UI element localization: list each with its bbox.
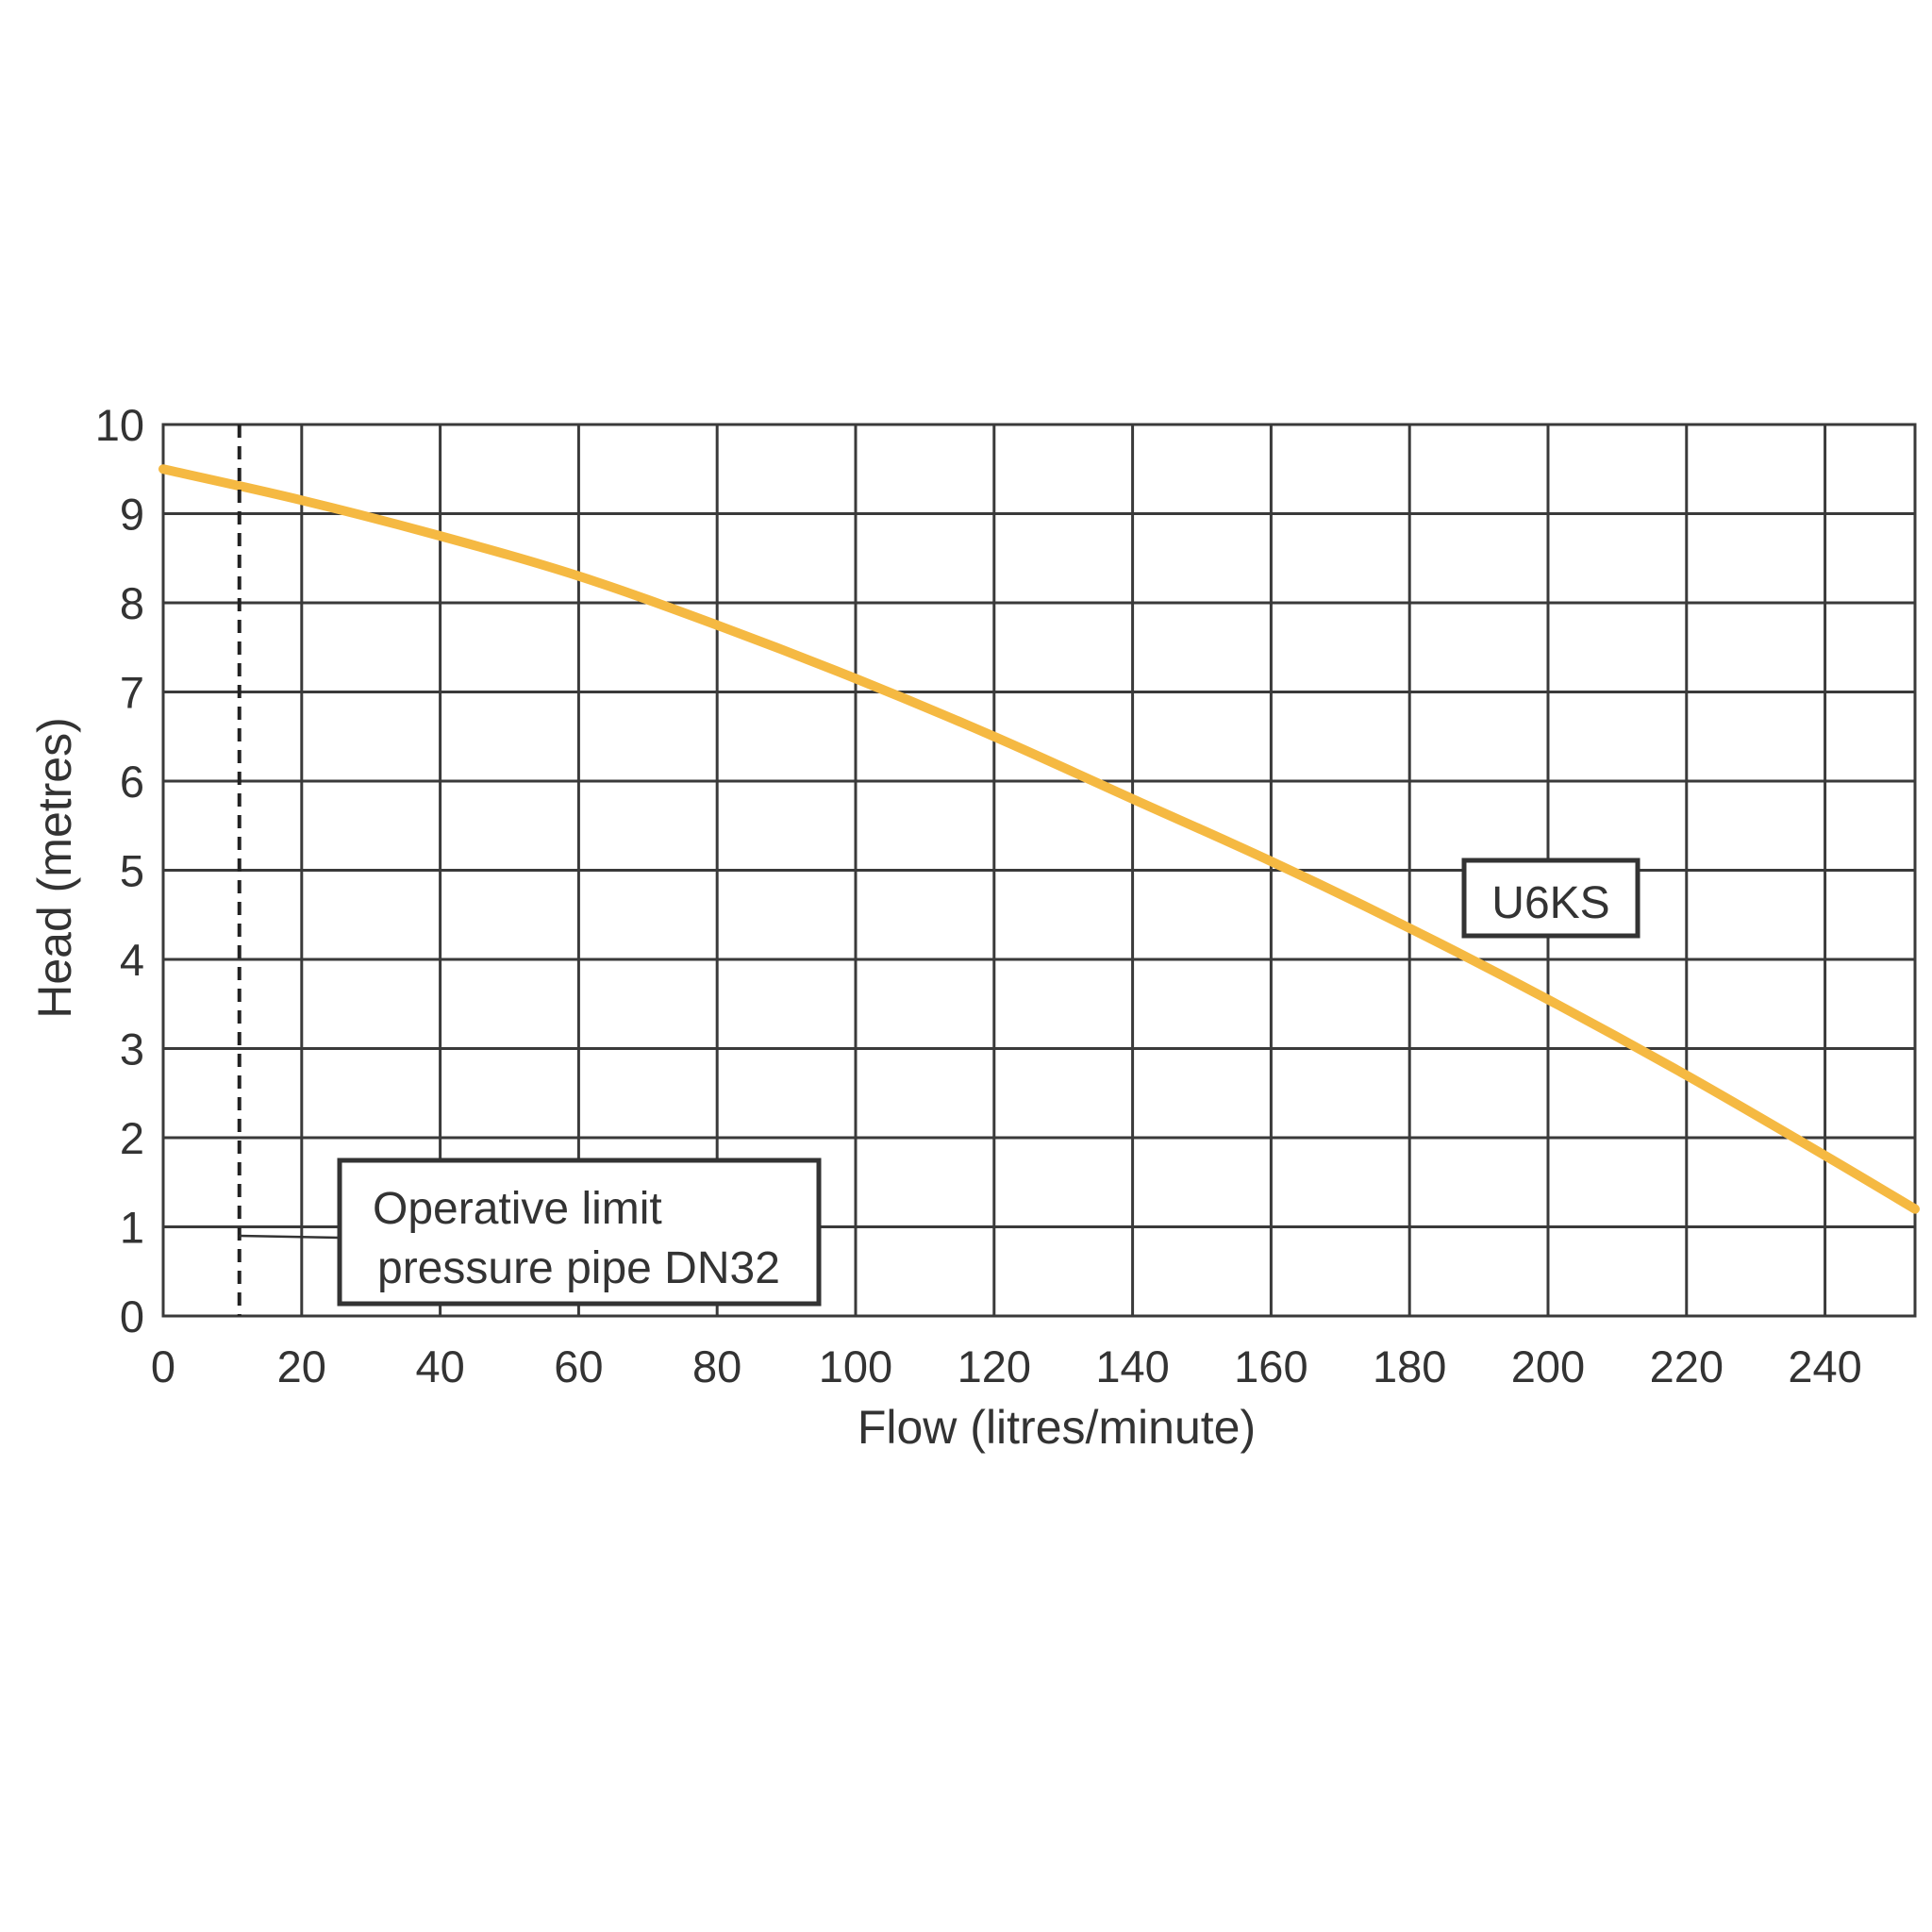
y-tick-label: 10	[95, 400, 144, 450]
x-tick-label: 20	[277, 1341, 326, 1391]
x-tick-label: 60	[554, 1341, 603, 1391]
series-line-u6ks	[158, 464, 1920, 1214]
y-tick-label: 1	[120, 1203, 144, 1253]
x-tick-label: 140	[1095, 1341, 1169, 1391]
x-tick-label: 0	[151, 1341, 175, 1391]
x-tick-label: 100	[819, 1341, 892, 1391]
x-tick-label: 80	[692, 1341, 741, 1391]
series-label-u6ks: U6KS	[1491, 878, 1609, 928]
operative-limit-leader	[239, 1234, 341, 1240]
y-tick-label: 6	[120, 757, 144, 807]
y-tick-label: 3	[120, 1024, 144, 1074]
y-tick-label: 7	[120, 668, 144, 718]
y-tick-label: 4	[120, 935, 144, 985]
operative-limit-box	[337, 1158, 822, 1307]
y-tick-label: 8	[120, 578, 144, 628]
series-label-box	[1461, 858, 1641, 939]
tick-labels: 0 20 40 60 80 100 120 140 160 180 200 220 240 0 1 2 3 4 5 6…	[95, 400, 1862, 1391]
y-tick-label: 0	[120, 1291, 144, 1341]
x-tick-label: 160	[1234, 1341, 1307, 1391]
x-tick-label: 180	[1373, 1341, 1446, 1391]
x-tick-label: 200	[1511, 1341, 1585, 1391]
x-tick-label: 120	[958, 1341, 1031, 1391]
y-tick-label: 5	[120, 846, 144, 896]
x-tick-label: 40	[415, 1341, 464, 1391]
y-tick-label: 9	[120, 490, 144, 540]
y-tick-label: 2	[120, 1113, 144, 1163]
x-tick-label: 220	[1650, 1341, 1724, 1391]
operative-limit-label-line1: Operative limit	[373, 1184, 662, 1234]
operative-limit-label-line2: pressure pipe DN32	[377, 1243, 780, 1293]
x-axis-title: Flow (litres/minute)	[858, 1401, 1256, 1454]
y-axis-title: Head (metres)	[28, 717, 81, 1019]
x-tick-label: 240	[1788, 1341, 1861, 1391]
